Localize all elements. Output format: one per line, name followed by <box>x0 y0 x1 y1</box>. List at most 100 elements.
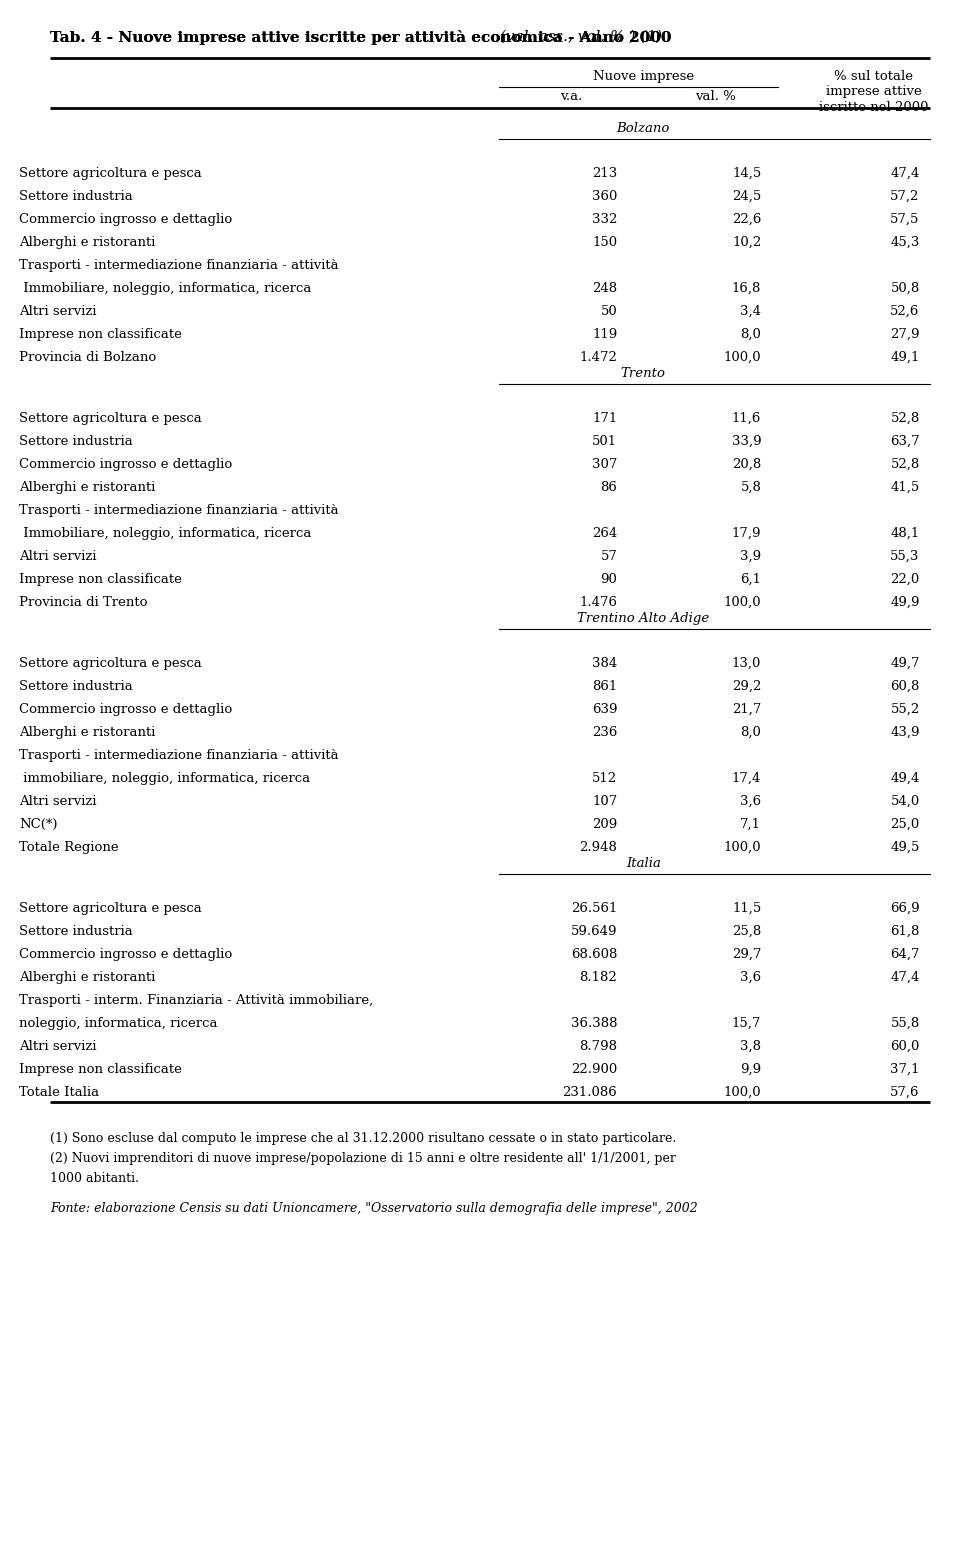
Text: 231.086: 231.086 <box>563 1086 617 1099</box>
Text: Alberghi e ristoranti: Alberghi e ristoranti <box>19 481 156 495</box>
Text: 332: 332 <box>592 214 617 226</box>
Text: Bolzano: Bolzano <box>616 122 670 136</box>
Text: Trasporti - intermediazione finanziaria - attività: Trasporti - intermediazione finanziaria … <box>19 504 339 517</box>
Text: 8,0: 8,0 <box>740 328 761 342</box>
Text: Trasporti - intermediazione finanziaria - attività: Trasporti - intermediazione finanziaria … <box>19 749 339 762</box>
Text: 1.476: 1.476 <box>579 596 617 609</box>
Text: 11,6: 11,6 <box>732 412 761 425</box>
Text: 7,1: 7,1 <box>740 818 761 830</box>
Text: Settore agricoltura e pesca: Settore agricoltura e pesca <box>19 412 202 425</box>
Text: 248: 248 <box>592 283 617 295</box>
Text: 21,7: 21,7 <box>732 702 761 716</box>
Text: Fonte: elaborazione Censis su dati Unioncamere, "Osservatorio sulla demografia d: Fonte: elaborazione Censis su dati Union… <box>50 1202 698 1214</box>
Text: Altri servizi: Altri servizi <box>19 1040 97 1054</box>
Text: 10,2: 10,2 <box>732 236 761 250</box>
Text: 264: 264 <box>592 528 617 540</box>
Text: Imprese non classificate: Imprese non classificate <box>19 328 182 342</box>
Text: Settore agricoltura e pesca: Settore agricoltura e pesca <box>19 657 202 670</box>
Text: 47,4: 47,4 <box>890 167 920 180</box>
Text: 24,5: 24,5 <box>732 190 761 203</box>
Text: 22.900: 22.900 <box>571 1063 617 1076</box>
Text: % sul totale
imprese attive
iscritte nel 2000: % sul totale imprese attive iscritte nel… <box>819 70 928 114</box>
Text: Trasporti - intermediazione finanziaria - attività: Trasporti - intermediazione finanziaria … <box>19 259 339 272</box>
Text: 3,9: 3,9 <box>740 549 761 564</box>
Text: Altri servizi: Altri servizi <box>19 795 97 809</box>
Text: 25,0: 25,0 <box>891 818 920 830</box>
Text: 47,4: 47,4 <box>890 971 920 983</box>
Text: (val. ass., val. % ) (1): (val. ass., val. % ) (1) <box>495 30 662 44</box>
Text: NC(*): NC(*) <box>19 818 58 830</box>
Text: 3,4: 3,4 <box>740 306 761 318</box>
Text: Settore industria: Settore industria <box>19 190 132 203</box>
Text: Settore industria: Settore industria <box>19 436 132 448</box>
Text: 57: 57 <box>600 549 617 564</box>
Text: 43,9: 43,9 <box>890 726 920 740</box>
Text: 66,9: 66,9 <box>890 902 920 915</box>
Text: Imprese non classificate: Imprese non classificate <box>19 573 182 587</box>
Text: Settore industria: Settore industria <box>19 681 132 693</box>
Text: 1.472: 1.472 <box>580 351 617 364</box>
Text: 107: 107 <box>592 795 617 809</box>
Text: Alberghi e ristoranti: Alberghi e ristoranti <box>19 971 156 983</box>
Text: 8,0: 8,0 <box>740 726 761 740</box>
Text: 27,9: 27,9 <box>890 328 920 342</box>
Text: 60,8: 60,8 <box>890 681 920 693</box>
Text: Tab. 4 - Nuove imprese attive iscritte per attività economica - Anno 2000: Tab. 4 - Nuove imprese attive iscritte p… <box>50 30 671 45</box>
Text: 3,6: 3,6 <box>740 971 761 983</box>
Text: 50,8: 50,8 <box>891 283 920 295</box>
Text: 100,0: 100,0 <box>724 351 761 364</box>
Text: (1) Sono escluse dal computo le imprese che al 31.12.2000 risultano cessate o in: (1) Sono escluse dal computo le imprese … <box>50 1132 676 1146</box>
Text: 57,5: 57,5 <box>890 214 920 226</box>
Text: 3,6: 3,6 <box>740 795 761 809</box>
Text: 100,0: 100,0 <box>724 596 761 609</box>
Text: 61,8: 61,8 <box>890 926 920 938</box>
Text: 100,0: 100,0 <box>724 1086 761 1099</box>
Text: 209: 209 <box>592 818 617 830</box>
Text: 14,5: 14,5 <box>732 167 761 180</box>
Text: 22,6: 22,6 <box>732 214 761 226</box>
Text: Trentino Alto Adige: Trentino Alto Adige <box>577 612 709 626</box>
Text: 3,8: 3,8 <box>740 1040 761 1054</box>
Text: 29,2: 29,2 <box>732 681 761 693</box>
Text: Trento: Trento <box>621 367 665 381</box>
Text: 100,0: 100,0 <box>724 841 761 854</box>
Text: val. %: val. % <box>695 91 735 103</box>
Text: Commercio ingrosso e dettaglio: Commercio ingrosso e dettaglio <box>19 459 232 471</box>
Text: 8.798: 8.798 <box>579 1040 617 1054</box>
Text: Commercio ingrosso e dettaglio: Commercio ingrosso e dettaglio <box>19 948 232 962</box>
Text: (2) Nuovi imprenditori di nuove imprese/popolazione di 15 anni e oltre residente: (2) Nuovi imprenditori di nuove imprese/… <box>50 1152 676 1165</box>
Text: 68.608: 68.608 <box>571 948 617 962</box>
Text: Immobiliare, noleggio, informatica, ricerca: Immobiliare, noleggio, informatica, rice… <box>19 283 312 295</box>
Text: 2.948: 2.948 <box>580 841 617 854</box>
Text: Settore industria: Settore industria <box>19 926 132 938</box>
Text: 49,1: 49,1 <box>890 351 920 364</box>
Text: 64,7: 64,7 <box>890 948 920 962</box>
Text: 54,0: 54,0 <box>891 795 920 809</box>
Text: 20,8: 20,8 <box>732 459 761 471</box>
Text: 60,0: 60,0 <box>890 1040 920 1054</box>
Text: immobiliare, noleggio, informatica, ricerca: immobiliare, noleggio, informatica, rice… <box>19 773 310 785</box>
Text: 8.182: 8.182 <box>580 971 617 983</box>
Text: Commercio ingrosso e dettaglio: Commercio ingrosso e dettaglio <box>19 702 232 716</box>
Text: 57,2: 57,2 <box>890 190 920 203</box>
Text: 57,6: 57,6 <box>890 1086 920 1099</box>
Text: Provincia di Bolzano: Provincia di Bolzano <box>19 351 156 364</box>
Text: 49,5: 49,5 <box>890 841 920 854</box>
Text: 55,3: 55,3 <box>890 549 920 564</box>
Text: 119: 119 <box>592 328 617 342</box>
Text: 171: 171 <box>592 412 617 425</box>
Text: 6,1: 6,1 <box>740 573 761 587</box>
Text: 59.649: 59.649 <box>571 926 617 938</box>
Text: 17,9: 17,9 <box>732 528 761 540</box>
Text: Imprese non classificate: Imprese non classificate <box>19 1063 182 1076</box>
Text: Commercio ingrosso e dettaglio: Commercio ingrosso e dettaglio <box>19 214 232 226</box>
Text: 360: 360 <box>592 190 617 203</box>
Text: 17,4: 17,4 <box>732 773 761 785</box>
Text: Alberghi e ristoranti: Alberghi e ristoranti <box>19 726 156 740</box>
Text: 5,8: 5,8 <box>740 481 761 495</box>
Text: 236: 236 <box>592 726 617 740</box>
Text: 29,7: 29,7 <box>732 948 761 962</box>
Text: noleggio, informatica, ricerca: noleggio, informatica, ricerca <box>19 1018 218 1030</box>
Text: 41,5: 41,5 <box>891 481 920 495</box>
Text: Totale Italia: Totale Italia <box>19 1086 99 1099</box>
